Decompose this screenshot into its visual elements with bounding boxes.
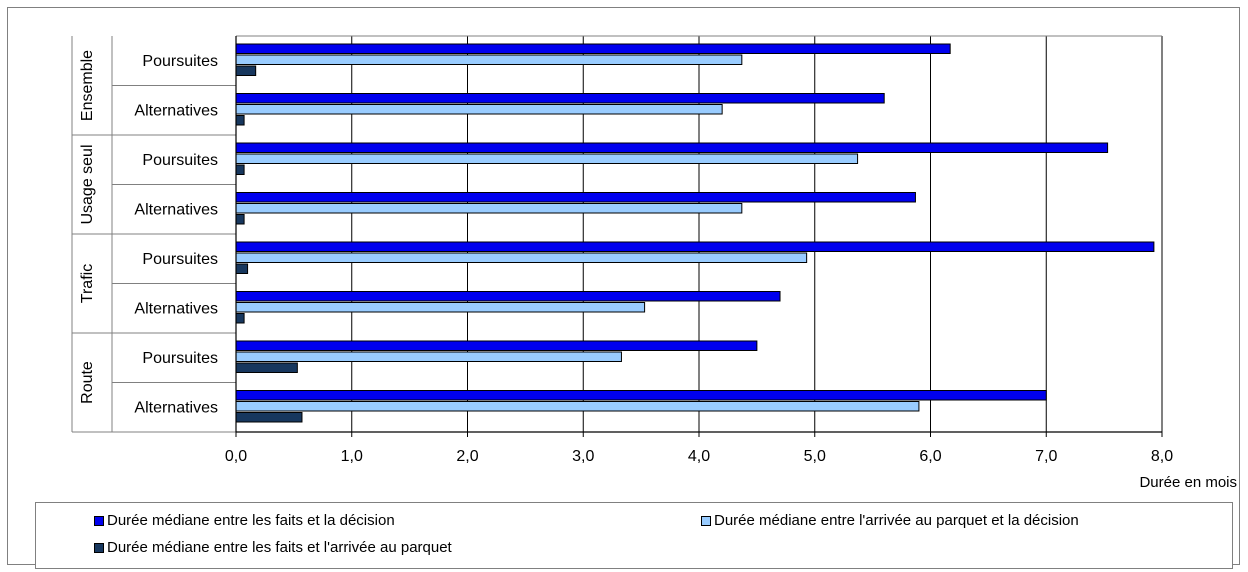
legend-swatch-parquet-decision [701,515,711,526]
bar-route-poursuites-series-3 [235,362,298,373]
x-axis-title: Durée en mois [1139,474,1237,491]
bar-route-alternatives-series-1 [235,390,1047,401]
group-label-usage-seul: Usage seul [79,144,96,224]
x-tick-label: 3,0 [572,448,594,465]
bar-trafic-poursuites-series-3 [235,263,249,274]
legend-item-faits-parquet: Durée médiane entre les faits et l'arriv… [94,539,452,556]
bar-ensemble-alternatives-series-2 [235,104,723,115]
bar-chart: Poursuites Alternatives Poursuites Alternat… [71,35,1237,491]
x-tick-label: 7,0 [1035,448,1057,465]
bar-usage-seul-alternatives-series-3 [235,214,245,225]
bar-usage-seul-poursuites-series-2 [235,153,859,164]
x-tick-label: 0,0 [225,448,247,465]
legend-item-faits-decision: Durée médiane entre les faits et la déci… [94,512,395,529]
bar-route-poursuites-series-1 [235,340,758,351]
legend-swatch-faits-parquet [94,542,104,553]
legend: Durée médiane entre les faits et la déci… [35,502,1233,569]
bar-ensemble-alternatives-series-3 [235,115,245,126]
bar-ensemble-poursuites-series-2 [235,54,743,65]
legend-label-faits-parquet: Durée médiane entre les faits et l'arriv… [107,539,452,556]
category-label: Alternatives [134,102,218,119]
bar-ensemble-poursuites-series-1 [235,43,951,54]
bar-route-alternatives-series-2 [235,401,920,412]
bar-trafic-alternatives-series-2 [235,302,646,313]
legend-label-parquet-decision: Durée médiane entre l'arrivée au parquet… [714,512,1079,529]
legend-item-parquet-decision: Durée médiane entre l'arrivée au parquet… [701,512,1079,529]
bar-usage-seul-alternatives-series-2 [235,203,743,214]
group-label-ensemble: Ensemble [79,50,96,121]
bar-usage-seul-poursuites-series-3 [235,164,245,175]
category-label: Poursuites [142,53,218,70]
bar-usage-seul-alternatives-series-1 [235,192,916,203]
legend-label-faits-decision: Durée médiane entre les faits et la déci… [107,512,395,529]
category-label: Poursuites [142,350,218,367]
bar-ensemble-poursuites-series-3 [235,65,257,76]
category-label: Alternatives [134,201,218,218]
bar-route-poursuites-series-2 [235,351,622,362]
bar-usage-seul-poursuites-series-1 [235,142,1109,153]
bar-trafic-alternatives-series-3 [235,313,245,324]
x-tick-label: 4,0 [688,448,710,465]
bar-trafic-poursuites-series-1 [235,241,1155,252]
category-label: Poursuites [142,152,218,169]
category-label: Alternatives [134,300,218,317]
x-tick-label: 2,0 [456,448,478,465]
bar-trafic-poursuites-series-2 [235,252,808,263]
x-tick-label: 6,0 [919,448,941,465]
legend-swatch-faits-decision [94,515,104,526]
group-label-trafic: Trafic [79,264,96,303]
bar-trafic-alternatives-series-1 [235,291,781,302]
category-label: Alternatives [134,399,218,416]
x-tick-label: 1,0 [341,448,363,465]
category-label: Poursuites [142,251,218,268]
x-tick-label: 8,0 [1151,448,1173,465]
x-tick-label: 5,0 [804,448,826,465]
group-label-route: Route [79,361,96,404]
bar-route-alternatives-series-3 [235,412,303,423]
bar-ensemble-alternatives-series-1 [235,93,885,104]
